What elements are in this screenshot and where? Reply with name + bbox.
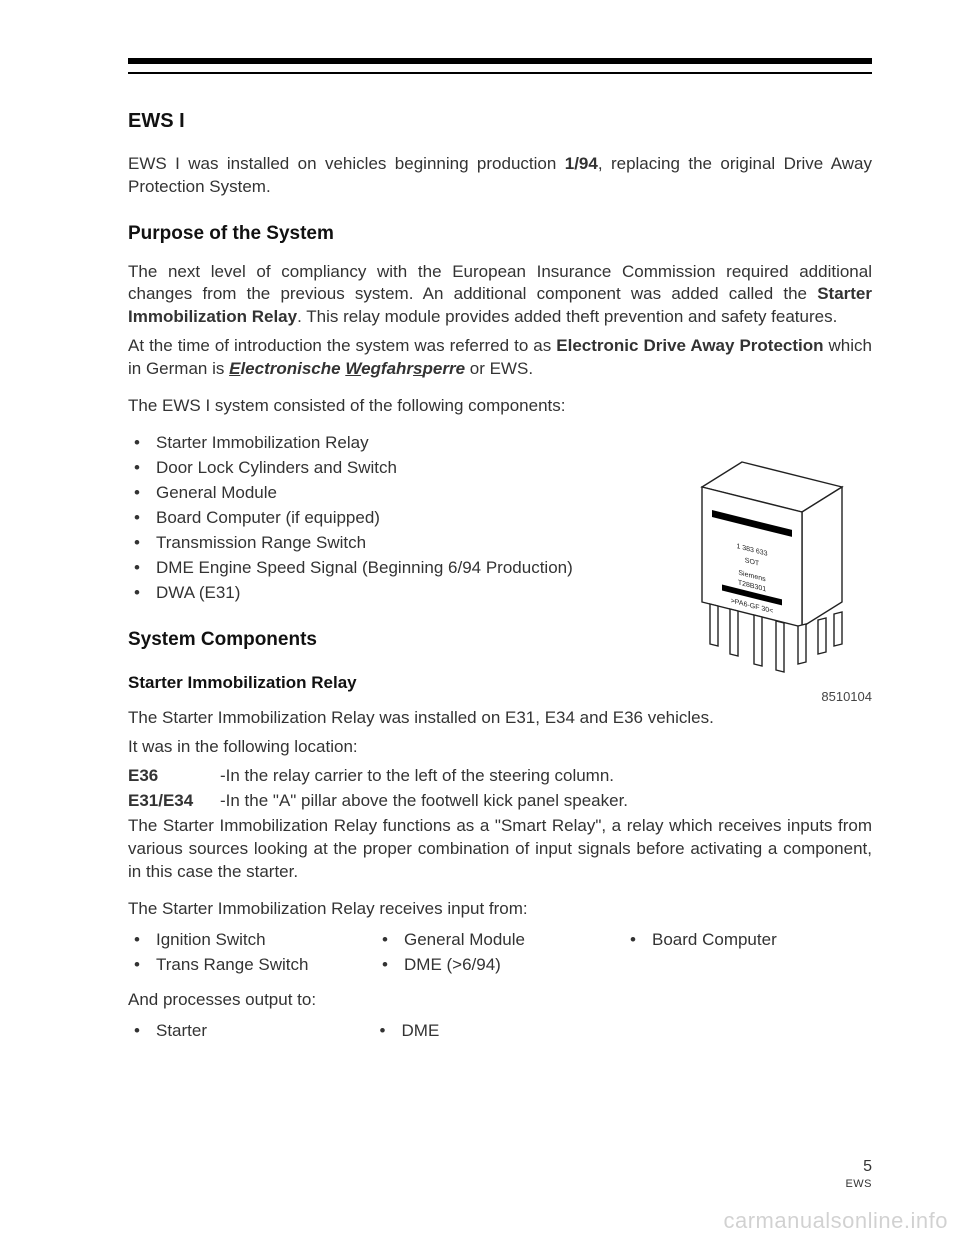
- list-item: DME (>6/94): [376, 954, 624, 977]
- outputs-intro: And processes output to:: [128, 989, 872, 1012]
- heading-system-components: System Components: [128, 627, 668, 653]
- heading-starter-relay: Starter Immobilization Relay: [128, 672, 668, 695]
- outputs-columns: Starter DME: [128, 1018, 872, 1045]
- page-number: 5 EWS: [845, 1158, 872, 1190]
- list-item: General Module: [128, 482, 668, 505]
- list-item: DME Engine Speed Signal (Beginning 6/94 …: [128, 557, 668, 580]
- purpose-paragraph-2: At the time of introduction the system w…: [128, 335, 872, 381]
- components-block: The EWS I system consisted of the follow…: [128, 395, 668, 695]
- list-item: Door Lock Cylinders and Switch: [128, 457, 668, 480]
- relay-p2: It was in the following location:: [128, 736, 872, 759]
- components-intro: The EWS I system consisted of the follow…: [128, 395, 668, 418]
- header-thin-rule: [128, 72, 872, 74]
- header-thick-rule: [128, 58, 872, 64]
- purpose-2a: At the time of introduction the system w…: [128, 336, 556, 355]
- watermark: carmanualsonline.info: [723, 1208, 948, 1234]
- list-item: Board Computer (if equipped): [128, 507, 668, 530]
- components-list: Starter Immobilization Relay Door Lock C…: [128, 432, 668, 605]
- loc-e3134-label: E31/E34: [128, 790, 220, 813]
- purpose-2e: or EWS.: [465, 359, 533, 378]
- page: EWS I EWS I was installed on vehicles be…: [0, 0, 960, 1242]
- page-number-value: 5: [863, 1158, 872, 1175]
- list-item: Starter: [128, 1020, 374, 1043]
- list-item: DWA (E31): [128, 582, 668, 605]
- intro-text-b: 1/94: [565, 154, 598, 173]
- list-item: Starter Immobilization Relay: [128, 432, 668, 455]
- relay-p1: The Starter Immobilization Relay was ins…: [128, 707, 872, 730]
- outputs-col1: Starter: [128, 1018, 374, 1045]
- inputs-intro: The Starter Immobilization Relay receive…: [128, 898, 872, 921]
- list-item: Trans Range Switch: [128, 954, 376, 977]
- heading-purpose: Purpose of the System: [128, 221, 872, 247]
- purpose-2d-w: W: [345, 359, 361, 378]
- location-e31-e34: E31/E34-In the "A" pillar above the foot…: [128, 790, 872, 813]
- relay-icon: 1 383 633 SOT Siemens T28B301 >PA6-GF 30…: [672, 452, 872, 692]
- purpose-2d-s: s: [413, 359, 422, 378]
- purpose-paragraph-1: The next level of compliancy with the Eu…: [128, 261, 872, 330]
- inputs-col1: Ignition Switch Trans Range Switch: [128, 927, 376, 979]
- purpose-2d-r2: egfahr: [361, 359, 413, 378]
- inputs-col2: General Module DME (>6/94): [376, 927, 624, 979]
- relay-p3: The Starter Immobilization Relay functio…: [128, 815, 872, 884]
- relay-illustration: 1 383 633 SOT Siemens T28B301 >PA6-GF 30…: [672, 452, 872, 692]
- list-item: General Module: [376, 929, 624, 952]
- purpose-2d-r1: lectronische: [240, 359, 345, 378]
- list-item: Board Computer: [624, 929, 872, 952]
- figure-caption: 8510104: [672, 688, 872, 706]
- purpose-2b: Electronic Drive Away Protection: [556, 336, 823, 355]
- heading-ews-i: EWS I: [128, 108, 872, 135]
- intro-paragraph: EWS I was installed on vehicles beginnin…: [128, 153, 872, 199]
- page-footer-label: EWS: [845, 1178, 872, 1190]
- location-e36: E36-In the relay carrier to the left of …: [128, 765, 872, 788]
- content-area: EWS I EWS I was installed on vehicles be…: [128, 108, 872, 1055]
- list-item: Transmission Range Switch: [128, 532, 668, 555]
- purpose-2d-e: E: [229, 359, 240, 378]
- outputs-col2: DME: [374, 1018, 620, 1045]
- list-item: Ignition Switch: [128, 929, 376, 952]
- loc-e36-label: E36: [128, 765, 220, 788]
- inputs-columns: Ignition Switch Trans Range Switch Gener…: [128, 927, 872, 979]
- purpose-2d-r3: perre: [423, 359, 466, 378]
- purpose-1c: . This relay module provides added theft…: [297, 307, 837, 326]
- loc-e3134-text: -In the "A" pillar above the footwell ki…: [220, 791, 628, 810]
- purpose-1a: The next level of compliancy with the Eu…: [128, 262, 872, 304]
- inputs-col3: Board Computer: [624, 927, 872, 979]
- loc-e36-text: -In the relay carrier to the left of the…: [220, 766, 614, 785]
- intro-text-a: EWS I was installed on vehicles beginnin…: [128, 154, 565, 173]
- list-item: DME: [374, 1020, 620, 1043]
